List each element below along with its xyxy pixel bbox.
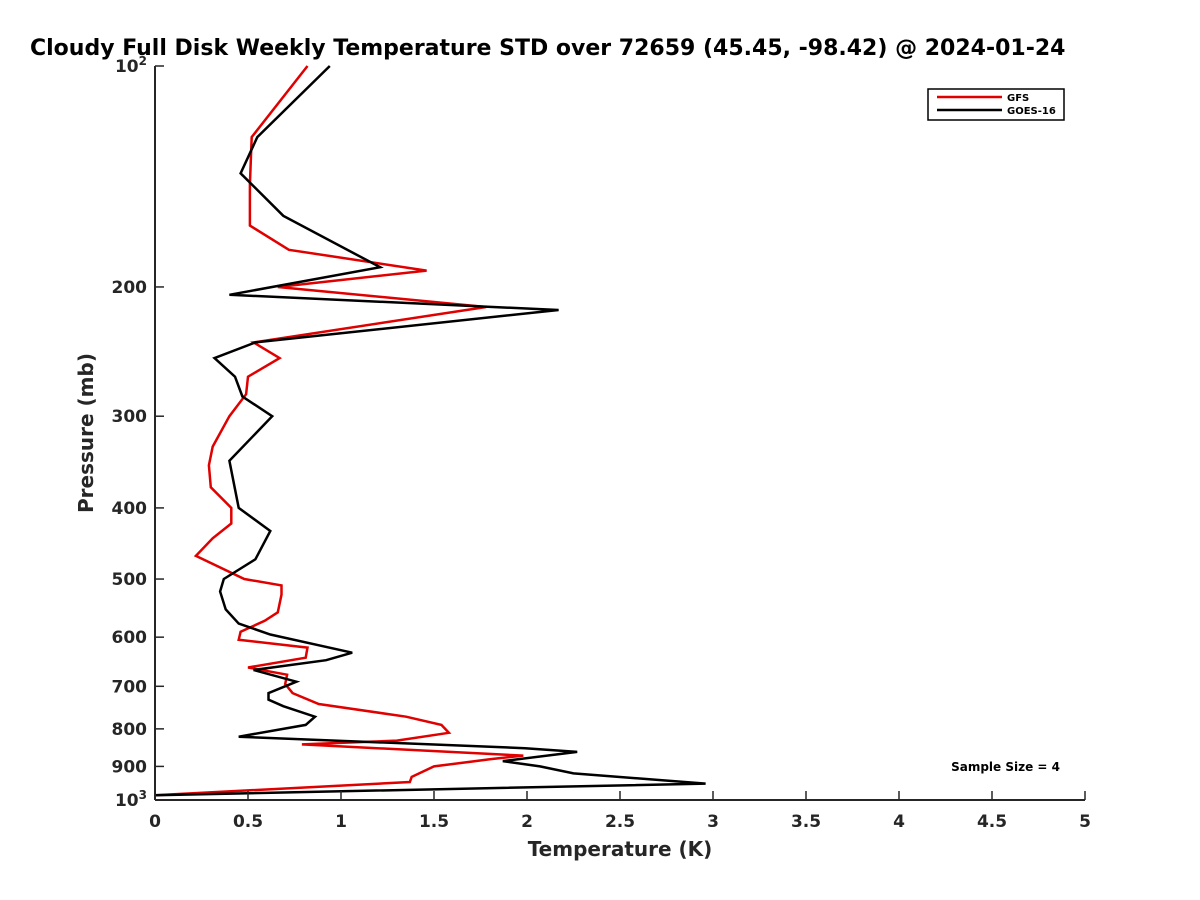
x-tick-label: 1: [335, 812, 347, 832]
y-tick-label: 700: [112, 677, 148, 697]
y-tick-label: 300: [112, 407, 148, 427]
tick-layer: 0 0.5 1 1.5 2 2.5 3 3.5 4 4.5 5 200 300 400 500 600 700 8…: [112, 54, 1091, 832]
chart-title: Cloudy Full Disk Weekly Temperature STD …: [30, 36, 1065, 61]
y-tick-label: 500: [112, 570, 148, 590]
y-axis-label: Pressure (mb): [74, 353, 98, 513]
x-tick-label: 4: [893, 812, 905, 832]
plot-area: [155, 66, 1085, 800]
x-tick-label: 0: [149, 812, 161, 832]
x-tick-label: 0.5: [233, 812, 263, 832]
y-tick-label: 102: [115, 54, 147, 77]
series-line-goes16: [154, 65, 706, 797]
y-tick-label: 600: [112, 628, 148, 648]
y-tick-label: 103: [115, 788, 147, 811]
y-tick-label: 900: [112, 757, 148, 777]
y-tick-label: 800: [112, 720, 148, 740]
y-tick-label: 400: [112, 499, 148, 519]
legend-box: [927, 88, 1065, 121]
sample-size-annotation: Sample Size = 4: [951, 760, 1060, 774]
series-layer: [154, 65, 706, 797]
x-tick-label: 3.5: [791, 812, 821, 832]
x-tick-label: 4.5: [977, 812, 1007, 832]
series-line-gfs: [154, 65, 524, 797]
x-tick-label: 5: [1079, 812, 1091, 832]
x-tick-label: 1.5: [419, 812, 449, 832]
x-tick-label: 2.5: [605, 812, 635, 832]
y-tick-label: 200: [112, 278, 148, 298]
legend-label-goes16: GOES-16: [1007, 106, 1056, 117]
legend: GFS GOES-16: [927, 88, 1065, 121]
legend-label-gfs: GFS: [1007, 93, 1029, 104]
x-tick-label: 3: [707, 812, 719, 832]
x-tick-label: 2: [521, 812, 533, 832]
x-axis-label: Temperature (K): [528, 837, 713, 861]
